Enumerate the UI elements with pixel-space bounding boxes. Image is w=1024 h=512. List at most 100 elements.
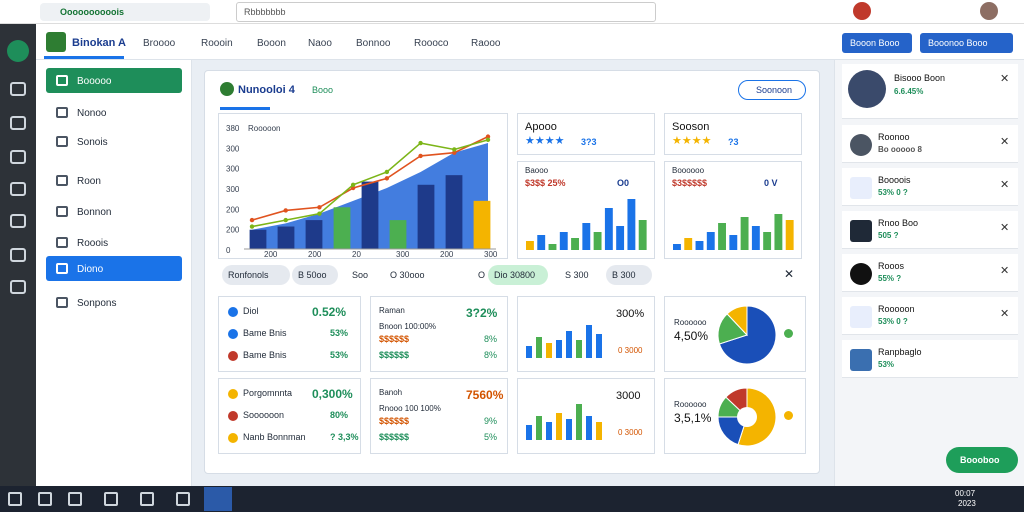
card-tag: 0 V [764,178,778,188]
filter-label[interactable]: Dio 30800 [494,270,536,280]
taskbar-icon[interactable] [204,487,232,511]
bar [361,181,379,249]
close-icon[interactable]: ✕ [1000,136,1010,148]
list-label: Bame Bnis [243,350,287,360]
filter-pill[interactable] [222,265,290,285]
browser-tab [40,3,210,21]
legend-dot [784,411,793,420]
nav-tab[interactable]: Broooo [143,38,176,49]
filter-pill[interactable] [606,265,652,285]
card-value: 4,50% [674,329,709,343]
x-tick-label: 300 [396,250,410,259]
tab-title[interactable]: Oooooooooois [60,7,124,17]
nav-button[interactable] [842,33,912,53]
sidebar-item[interactable]: Bonnon [77,207,112,218]
list-card [218,296,361,372]
notification-name: Rnoo Boo [878,218,919,228]
line-point [485,137,491,143]
sidebar-item[interactable]: Rooois [77,238,109,249]
close-icon[interactable]: ✕ [1000,179,1010,191]
rail-icon[interactable] [10,248,26,262]
sidebar-icon [56,263,68,274]
taskbar-icon[interactable] [176,492,190,506]
rail-icon[interactable] [10,214,26,228]
legend-dot [228,307,238,317]
card-line: $3$$$$$ [672,178,708,188]
bar [249,229,267,249]
nav-tab[interactable]: Raooo [471,38,501,49]
sidebar-item[interactable]: Diono [77,264,104,275]
y-tick-label: 300 [226,165,240,174]
pie-slice [717,416,748,446]
taskbar-icon[interactable] [68,492,82,506]
filter-label[interactable]: B 300 [612,270,636,280]
title-underline [220,107,270,110]
rail-icon[interactable] [10,150,26,164]
nav-tab[interactable]: Roooin [201,38,233,49]
line-point [384,169,390,175]
nav-tab[interactable]: Booon [257,38,286,49]
card-sub: 0 3000 [618,346,643,355]
card-pct: 8% [484,350,498,360]
search-box[interactable] [236,2,656,22]
sidebar-icon [56,237,68,248]
close-icon[interactable]: ✕ [1000,265,1010,277]
sidebar-icon [56,206,68,217]
close-icon: ✕ [784,267,795,281]
bar [566,419,572,440]
card-line: $$$$$$ [379,334,410,344]
notification-avatar [850,220,872,242]
filter-pill[interactable] [292,265,338,285]
taskbar-icon[interactable] [140,492,154,506]
rail-icon[interactable] [10,82,26,96]
rail-icon[interactable] [10,182,26,196]
line-point [350,182,356,187]
nav-button[interactable] [920,33,1013,53]
sidebar-item[interactable]: Sonpons [77,298,117,309]
x-tick-label: 300 [484,250,498,259]
bar [526,241,534,250]
sidebar-item[interactable]: Roon [77,176,101,187]
bar [417,184,435,249]
close-icon[interactable]: ✕ [1000,222,1010,234]
filter-label[interactable]: Soo [352,270,369,280]
nav-tab[interactable]: Naoo [308,38,332,49]
taskbar-icon[interactable] [38,492,52,506]
taskbar-icon[interactable] [104,492,118,506]
notification-avatar [850,306,872,328]
bar [473,200,491,249]
bar [596,334,602,358]
nav-tab[interactable]: Roooco [414,38,449,49]
y-tick-label: 200 [226,226,240,235]
filter-label[interactable]: O [478,270,486,280]
line-point [249,217,255,223]
fab[interactable] [946,447,1018,473]
sidebar-item[interactable]: Sonois [77,137,108,148]
bar-card [517,296,655,372]
bar [586,416,592,440]
close-icon[interactable]: ✕ [1000,308,1010,320]
chart-title: Rooooon [248,124,280,133]
rail-icon[interactable] [10,280,26,294]
sidebar-item[interactable]: Nonoo [77,108,107,119]
bar [785,220,794,250]
card-pct: 9% [484,416,498,426]
sidebar-icon [56,297,68,308]
filter-label[interactable]: S 300 [565,270,589,280]
rail-icon[interactable] [7,40,29,62]
nav-button-label: Booon Booo [850,38,900,48]
notification-name: Ranpbaglo [878,347,922,357]
card-line: $3$$ 25% [525,178,566,188]
rail-icon[interactable] [10,116,26,130]
filter-pill[interactable] [488,265,548,285]
header-button[interactable] [738,80,806,100]
bar [445,175,463,249]
nav-tab[interactable]: Bonnoo [356,38,391,49]
filter-label[interactable]: O 30ooo [390,270,425,280]
filter-label[interactable]: B 50oo [298,270,327,280]
filter-label[interactable]: Ronfonols [228,270,269,280]
taskbar-icon[interactable] [8,492,22,506]
close-icon[interactable]: ✕ [1000,73,1010,85]
fab-label: Boooboo [960,455,1000,465]
sidebar-item[interactable]: Booooo [77,76,112,87]
